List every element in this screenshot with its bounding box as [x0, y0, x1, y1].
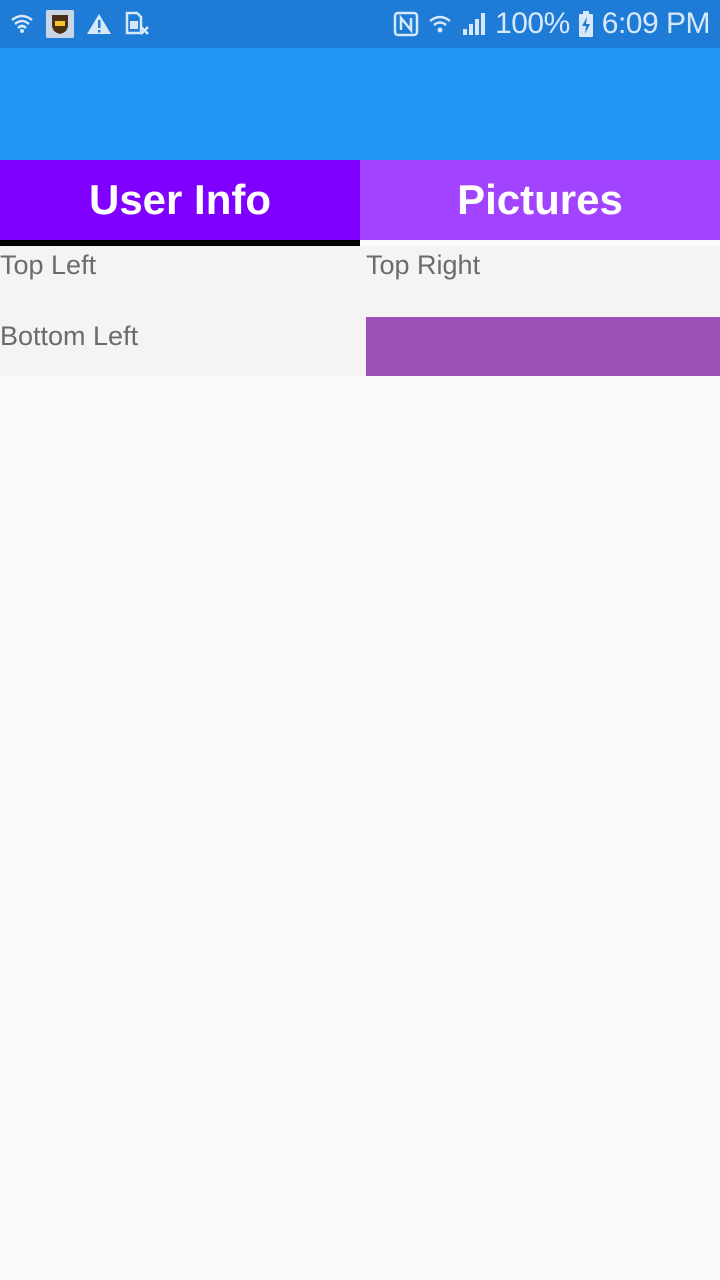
content-grid: Top Left Top Right Bottom Left: [0, 246, 720, 376]
wifi-shield-icon: [10, 12, 34, 36]
app-bar: [0, 48, 720, 160]
sim-off-icon: [124, 11, 150, 37]
status-bar-right: 100% 6:09 PM: [385, 7, 711, 41]
cell-top-left: Top Left: [0, 246, 360, 311]
tab-bar: User Info Pictures: [0, 160, 720, 246]
wifi-icon: [427, 11, 453, 37]
cell-bottom-right-box: [366, 317, 720, 376]
warning-icon: [86, 12, 112, 36]
status-bar: 100% 6:09 PM: [0, 0, 720, 48]
ups-app-icon: [46, 10, 74, 38]
tab-pictures[interactable]: Pictures: [360, 160, 720, 240]
cell-top-right: Top Right: [366, 246, 720, 317]
nfc-icon: [393, 11, 419, 37]
status-time: 6:09 PM: [601, 7, 711, 40]
battery-charging-icon: [578, 10, 594, 38]
tab-user-info[interactable]: User Info: [0, 160, 360, 240]
tab-selected-indicator: [0, 240, 360, 246]
grid-gap: [360, 246, 366, 376]
cell-bottom-left: Bottom Left: [0, 311, 360, 376]
battery-percent: 100%: [495, 7, 570, 40]
status-bar-left: [10, 10, 162, 38]
signal-icon: [461, 11, 487, 37]
